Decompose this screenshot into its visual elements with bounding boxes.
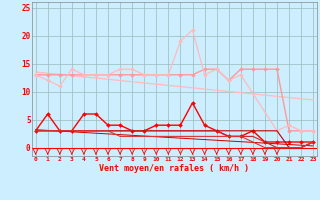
X-axis label: Vent moyen/en rafales ( km/h ): Vent moyen/en rafales ( km/h ) <box>100 164 249 173</box>
